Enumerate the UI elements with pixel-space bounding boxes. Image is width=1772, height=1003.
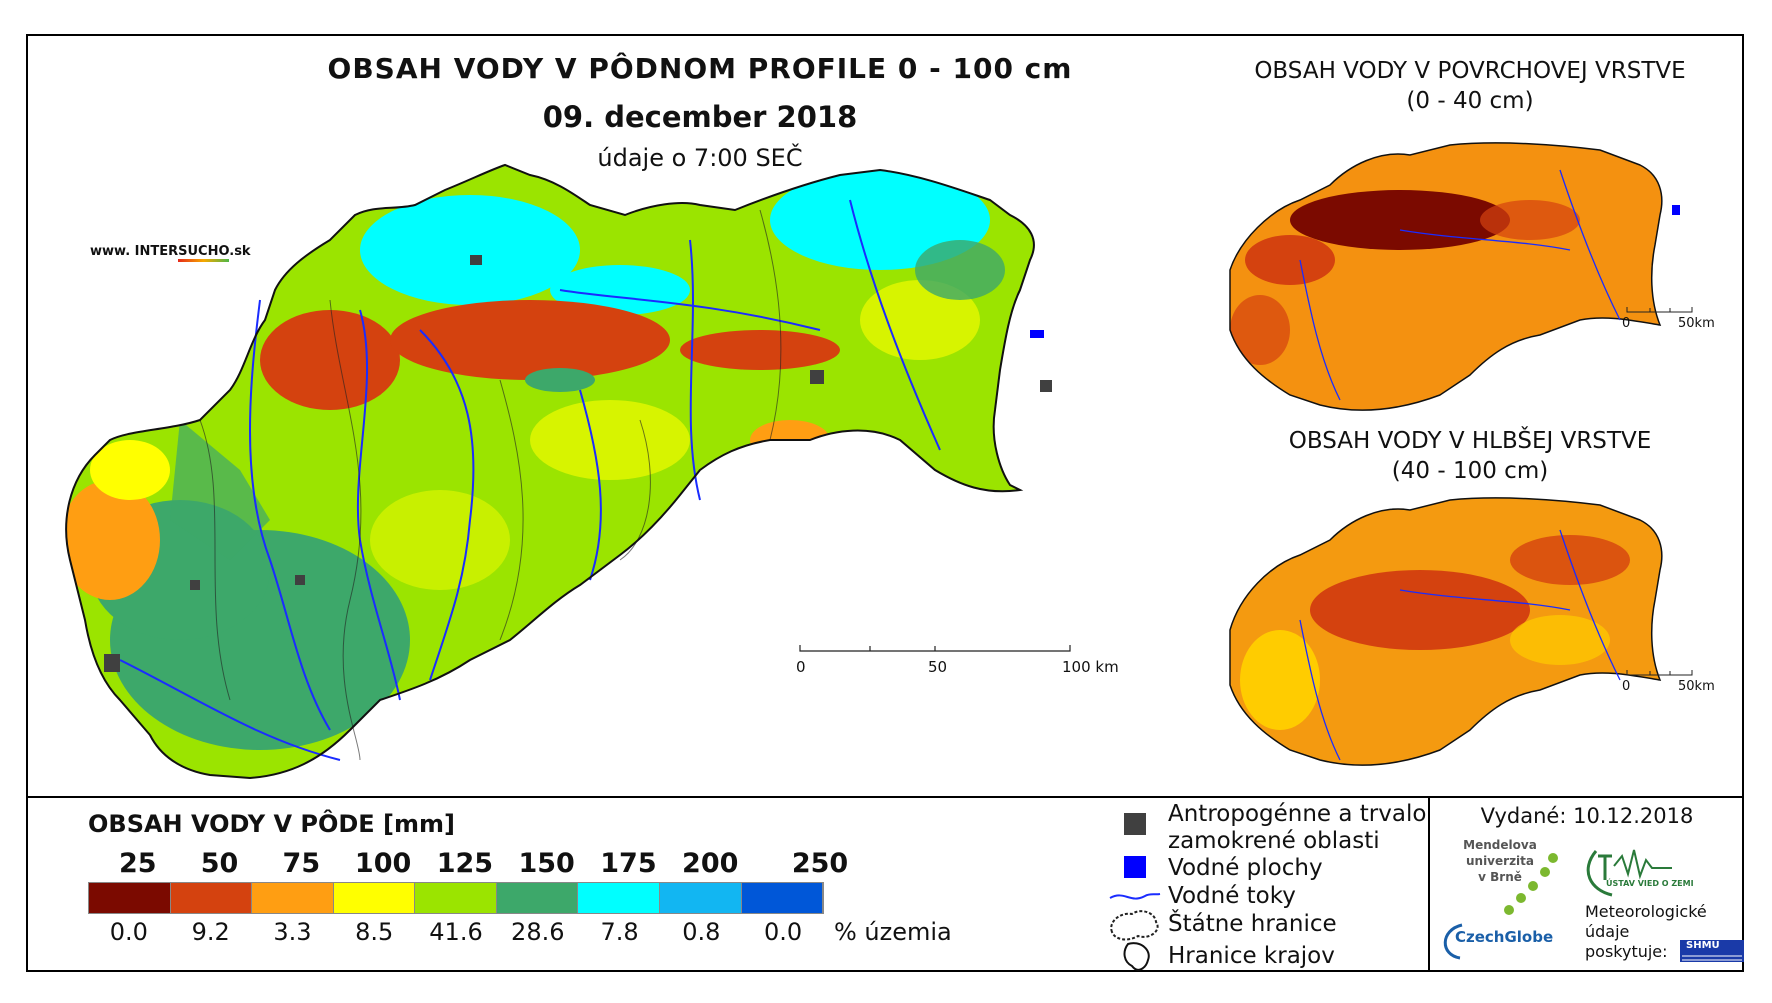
anthropogenic-label-1: Antropogénne a trvalo <box>1168 801 1427 827</box>
inset-surface-scale-bar <box>1626 307 1693 313</box>
map-date: 09. december 2018 <box>542 100 858 134</box>
legend-swatch <box>333 883 416 913</box>
legend-break-label: 150 <box>518 848 575 879</box>
legend-break-label: 25 <box>118 848 157 879</box>
regional-border-label: Hranice krajov <box>1168 943 1335 969</box>
percent-unit: % územia <box>834 918 952 946</box>
legend-percentage: 9.2 <box>191 918 230 946</box>
footer-divider <box>1428 796 1430 972</box>
ustav-logo <box>1586 849 1672 897</box>
watercourses-label: Vodné toky <box>1168 883 1296 909</box>
meteo-line3: poskytuje: <box>1585 942 1668 961</box>
legend-percentage: 3.3 <box>273 918 312 946</box>
inset-surface-title: OBSAH VODY V POVRCHOVEJ VRSTVE <box>1254 58 1686 84</box>
legend-divider <box>26 796 1744 798</box>
main-scale-label-50: 50 <box>928 658 948 676</box>
issued-date: Vydané: 10.12.2018 <box>1480 804 1694 828</box>
anthropogenic-swatch <box>1124 813 1146 835</box>
legend-percentage: 7.8 <box>600 918 639 946</box>
legend-swatch <box>415 883 497 913</box>
inset-surface-rivers <box>1299 169 1621 401</box>
anthropogenic-label-2: zamokrené oblasti <box>1168 828 1380 854</box>
legend-swatch <box>496 883 579 913</box>
legend-color-bar <box>88 882 824 914</box>
inset-deep-map <box>1230 497 1662 766</box>
shmu-logo-text: SHMÚ <box>1686 940 1720 951</box>
legend-swatch <box>170 883 253 913</box>
water-bodies-swatch <box>1124 856 1146 878</box>
inset-deep-scale-label-0: 0 <box>1622 679 1631 694</box>
inset-deep-rivers <box>1299 529 1621 761</box>
inset-surface-scale-label-50: 50km <box>1678 316 1715 331</box>
inset-deep-title: OBSAH VODY V HLBŠEJ VRSTVE <box>1288 428 1652 454</box>
legend-break-label: 75 <box>282 848 321 879</box>
mendelu-logo <box>1504 853 1558 915</box>
regional-border-icon <box>1123 942 1150 971</box>
shmu-logo <box>1680 940 1744 962</box>
main-scale-label-0: 0 <box>796 658 806 676</box>
meteo-line2: údaje <box>1585 922 1630 941</box>
legend-percentage: 0.0 <box>764 918 803 946</box>
mendelu-line2: univerzita <box>1465 854 1534 868</box>
ustav-logo-text: ÚSTAV VIED O ZEMI <box>1606 879 1694 888</box>
legend-swatch <box>252 883 334 913</box>
main-region-borders <box>199 209 782 761</box>
mendelu-line1: Mendelova <box>1463 838 1537 852</box>
map-data-time: údaje o 7:00 SEČ <box>597 144 803 172</box>
legend-percentage: 41.6 <box>429 918 483 946</box>
legend-break-label: 250 <box>791 848 849 879</box>
main-anthropogenic-areas <box>104 255 1052 672</box>
legend-swatch <box>659 883 742 913</box>
inset-surface-water-body <box>1672 205 1680 215</box>
legend-break-label: 175 <box>600 848 657 879</box>
czechglobe-logo: CzechGlobe <box>1455 928 1554 946</box>
legend-percentage: 8.5 <box>355 918 394 946</box>
legend-percentage: 0.0 <box>109 918 148 946</box>
czechglobe-logo-icon <box>1443 923 1463 960</box>
inset-surface-depth: (0 - 40 cm) <box>1406 88 1534 114</box>
website-link[interactable]: www. INTERSUCHO.sk <box>90 244 251 262</box>
map-frame <box>26 34 1744 972</box>
main-map <box>66 165 1034 778</box>
legend-break-label: 50 <box>200 848 239 879</box>
main-scale-bar <box>799 645 1071 652</box>
legend-swatch <box>578 883 660 913</box>
legend-break-label: 125 <box>436 848 494 879</box>
state-border-label: Štátne hranice <box>1168 911 1337 937</box>
legend-break-label: 200 <box>682 848 739 879</box>
legend-swatch <box>89 883 171 913</box>
inset-deep-scale-label-50: 50km <box>1678 679 1715 694</box>
inset-deep-scale-bar <box>1626 670 1693 676</box>
water-bodies-label: Vodné plochy <box>1168 855 1323 881</box>
main-rivers <box>119 199 941 761</box>
main-water-body <box>1030 330 1044 338</box>
main-scale-label-100: 100 km <box>1062 658 1119 676</box>
mendelu-line3: v Brně <box>1478 870 1522 884</box>
legend-break-label: 100 <box>354 848 412 879</box>
legend-swatch <box>741 883 824 913</box>
meteo-line1: Meteorologické <box>1585 902 1707 921</box>
map-title: OBSAH VODY V PÔDNOM PROFILE 0 - 100 cm <box>327 52 1073 85</box>
legend-title: OBSAH VODY V PÔDE [mm] <box>88 810 456 838</box>
inset-surface-scale-label-0: 0 <box>1622 316 1631 331</box>
inset-surface-map <box>1230 142 1662 411</box>
legend-percentage: 0.8 <box>682 918 721 946</box>
state-border-icon <box>1110 910 1159 941</box>
watercourses-icon <box>1109 893 1161 900</box>
inset-deep-depth: (40 - 100 cm) <box>1391 458 1549 484</box>
legend-percentage: 28.6 <box>511 918 565 946</box>
